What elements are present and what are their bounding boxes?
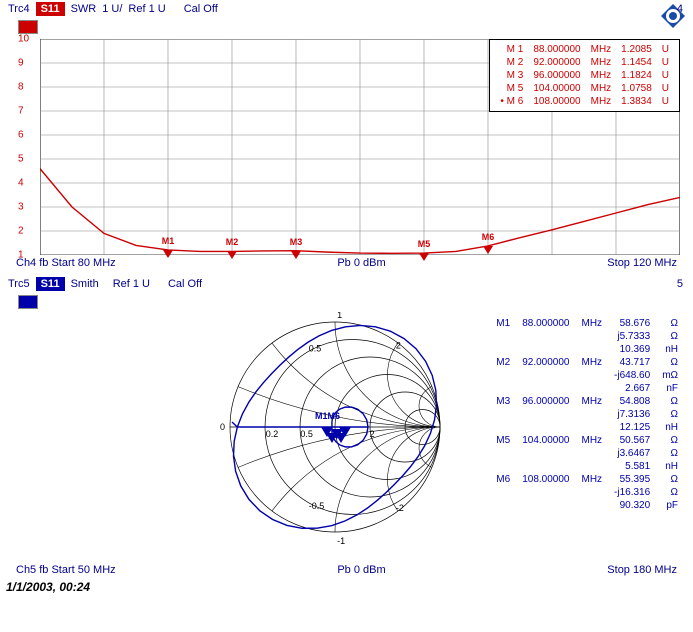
- trace5-cal: Cal Off: [168, 278, 202, 290]
- swr-ytick: 3: [18, 202, 24, 213]
- ch5-stop: Stop 180 MHz: [607, 564, 677, 576]
- trace4-label: Trc4: [8, 3, 30, 15]
- swr-marker-label: M2: [226, 237, 239, 247]
- trace5-channel: 5: [677, 278, 683, 290]
- swr-ytick: 5: [18, 154, 24, 165]
- swr-chart: 12345678910 M1M2M3M5M6 M 188.000000MHz1.…: [40, 39, 680, 255]
- smith-marker-row: M6108.00000MHz55.395Ω: [491, 474, 683, 485]
- swr-marker-label: M5: [418, 239, 431, 249]
- smith-marker-row: M292.000000MHz43.717Ω: [491, 357, 683, 368]
- ch4-power: Pb 0 dBm: [116, 257, 608, 269]
- swr-marker-label: M6: [482, 232, 495, 242]
- swr-marker-label: M3: [290, 237, 303, 247]
- swr-marker-icon: [483, 246, 493, 254]
- trace4-ref: Ref 1 U: [128, 3, 165, 15]
- swr-marker-row: • M 6108.00000MHz1.3834U: [496, 96, 673, 107]
- swr-marker-icon: [419, 253, 429, 261]
- smith-marker-row: M396.000000MHz54.808Ω: [491, 396, 683, 407]
- ch5-start: Ch5 fb Start 50 MHz: [16, 564, 116, 576]
- svg-text:1: 1: [337, 312, 342, 320]
- svg-text:2: 2: [396, 340, 401, 350]
- swr-marker-label: M1: [162, 236, 175, 246]
- swr-ytick: 9: [18, 58, 24, 69]
- swr-marker-icon: [163, 250, 173, 258]
- svg-text:0.5: 0.5: [309, 343, 322, 353]
- swr-ytick: 7: [18, 106, 24, 117]
- smith-marker-row: -j16.316Ω: [491, 487, 683, 498]
- smith-marker-table: M188.000000MHz58.676Ω j5.7333Ω 10.369nH M29…: [489, 316, 685, 513]
- smith-marker-row: 90.320pF: [491, 500, 683, 511]
- trace5-sparam: S11: [36, 277, 65, 291]
- smith-marker-row: j5.7333Ω: [491, 331, 683, 342]
- swr-ytick: 6: [18, 130, 24, 141]
- trace5-header: Trc5 S11 Smith Ref 1 U Cal Off 5: [0, 275, 693, 293]
- trace4-scale: 1 U/: [102, 3, 122, 15]
- svg-text:0: 0: [220, 422, 225, 432]
- svg-text:0.2: 0.2: [266, 429, 279, 439]
- swr-marker-row: M 292.000000MHz1.1454U: [496, 57, 673, 68]
- trace5-label: Trc5: [8, 278, 30, 290]
- smith-marker-icon: [339, 427, 351, 437]
- trace5-format: Smith: [71, 278, 99, 290]
- smith-marker-row: j7.3136Ω: [491, 409, 683, 420]
- smith-marker-row: 2.667nF: [491, 383, 683, 394]
- ch5-footer: Ch5 fb Start 50 MHz Pb 0 dBm Stop 180 MH…: [8, 562, 685, 578]
- swr-marker-row: M 188.000000MHz1.2085U: [496, 44, 673, 55]
- swr-ytick: 8: [18, 82, 24, 93]
- smith-marker-row: M5104.00000MHz50.567Ω: [491, 435, 683, 446]
- svg-text:-0.5: -0.5: [309, 501, 325, 511]
- trace5-ref: Ref 1 U: [113, 278, 150, 290]
- svg-text:M1M6: M1M6: [315, 411, 340, 421]
- svg-text:0.5: 0.5: [300, 429, 313, 439]
- trace4-channel: 4: [677, 3, 683, 15]
- smith-marker-row: M188.000000MHz58.676Ω: [491, 318, 683, 329]
- swr-marker-row: M 396.000000MHz1.1824U: [496, 70, 673, 81]
- svg-text:2: 2: [370, 429, 375, 439]
- smith-marker-row: 12.125nH: [491, 422, 683, 433]
- timestamp: 1/1/2003, 00:24: [0, 578, 693, 596]
- svg-text:-1: -1: [337, 536, 345, 546]
- trace4-format: SWR: [71, 3, 97, 15]
- ch4-stop: Stop 120 MHz: [607, 257, 677, 269]
- ch5-power: Pb 0 dBm: [116, 564, 608, 576]
- swr-marker-icon: [227, 251, 237, 259]
- smith-chart-area: 00.20.5120.5-0.51-12-2M1M6 M188.000000MH…: [0, 312, 693, 562]
- smith-marker-row: 5.581nH: [491, 461, 683, 472]
- trace4-cal: Cal Off: [184, 3, 218, 15]
- trace4-color-box: [18, 20, 38, 34]
- trace4-header: Trc4 S11 SWR 1 U/ Ref 1 U Cal Off 4: [0, 0, 693, 18]
- swr-ytick: 1: [18, 250, 24, 261]
- swr-marker-table: M 188.000000MHz1.2085U M 292.000000MHz1.1…: [489, 39, 680, 112]
- smith-marker-row: 10.369nH: [491, 344, 683, 355]
- trace5-color-box: [18, 295, 38, 309]
- trace4-sparam: S11: [36, 2, 65, 16]
- smith-marker-row: j3.6467Ω: [491, 448, 683, 459]
- swr-ytick: 4: [18, 178, 24, 189]
- swr-ytick: 2: [18, 226, 24, 237]
- svg-text:-2: -2: [396, 503, 404, 513]
- swr-ytick: 10: [18, 34, 29, 45]
- smith-marker-row: -j648.60mΩ: [491, 370, 683, 381]
- swr-marker-icon: [291, 251, 301, 259]
- swr-marker-row: M 5104.00000MHz1.0758U: [496, 83, 673, 94]
- ch4-start: Ch4 fb Start 80 MHz: [16, 257, 116, 269]
- ch4-footer: Ch4 fb Start 80 MHz Pb 0 dBm Stop 120 MH…: [8, 255, 685, 271]
